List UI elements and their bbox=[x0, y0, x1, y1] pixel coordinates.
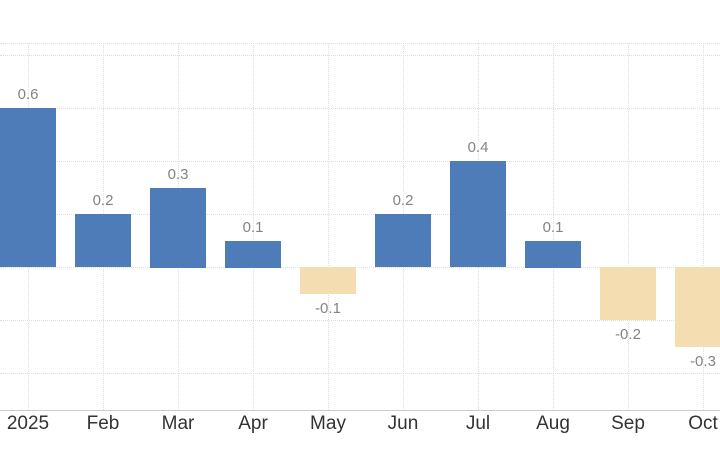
h-gridline-0 bbox=[0, 267, 720, 268]
bar-may[interactable] bbox=[300, 267, 356, 294]
bar-2025[interactable] bbox=[0, 108, 56, 267]
h-gridline-0.2 bbox=[0, 214, 720, 215]
value-label-jul: 0.4 bbox=[467, 139, 489, 156]
value-label-2025: 0.6 bbox=[17, 86, 39, 103]
bar-mar[interactable] bbox=[150, 188, 206, 268]
bar-sep[interactable] bbox=[600, 267, 656, 320]
x-axis-label-mar: Mar bbox=[161, 413, 195, 434]
x-axis-label-sep: Sep bbox=[611, 413, 645, 434]
bar-jul[interactable] bbox=[450, 161, 506, 267]
plot-top-border bbox=[0, 43, 720, 44]
value-label-jun: 0.2 bbox=[392, 192, 414, 209]
h-gridline--0.2 bbox=[0, 320, 720, 321]
x-axis-label-oct: Oct bbox=[688, 413, 718, 434]
v-gridline-oct bbox=[703, 43, 704, 410]
bar-oct[interactable] bbox=[675, 267, 720, 347]
bar-feb[interactable] bbox=[75, 214, 131, 267]
h-gridline-0.6 bbox=[0, 108, 720, 109]
value-label-oct: -0.3 bbox=[690, 353, 716, 370]
bar-jun[interactable] bbox=[375, 214, 431, 267]
x-axis-label-jul: Jul bbox=[465, 413, 491, 434]
value-label-mar: 0.3 bbox=[167, 166, 189, 183]
x-axis-label-2025: 2025 bbox=[6, 413, 50, 434]
v-gridline-sep bbox=[628, 43, 629, 410]
bar-aug[interactable] bbox=[525, 241, 581, 268]
bar-apr[interactable] bbox=[225, 241, 281, 268]
x-axis-label-may: May bbox=[310, 413, 346, 434]
x-axis-line bbox=[0, 410, 720, 411]
x-axis-label-apr: Apr bbox=[238, 413, 268, 434]
value-label-may: -0.1 bbox=[315, 300, 341, 317]
value-label-apr: 0.1 bbox=[242, 219, 264, 236]
value-label-sep: -0.2 bbox=[615, 326, 641, 343]
v-gridline-may bbox=[328, 43, 329, 410]
x-axis-label-aug: Aug bbox=[536, 413, 570, 434]
value-label-aug: 0.1 bbox=[542, 219, 564, 236]
h-gridline--0.4 bbox=[0, 373, 720, 374]
x-axis-label-feb: Feb bbox=[86, 413, 120, 434]
h-gridline-0.4 bbox=[0, 161, 720, 162]
h-gridline-0.8 bbox=[0, 55, 720, 56]
v-gridline-apr bbox=[253, 43, 254, 410]
x-axis-label-jun: Jun bbox=[387, 413, 419, 434]
value-label-feb: 0.2 bbox=[92, 192, 114, 209]
v-gridline-aug bbox=[553, 43, 554, 410]
